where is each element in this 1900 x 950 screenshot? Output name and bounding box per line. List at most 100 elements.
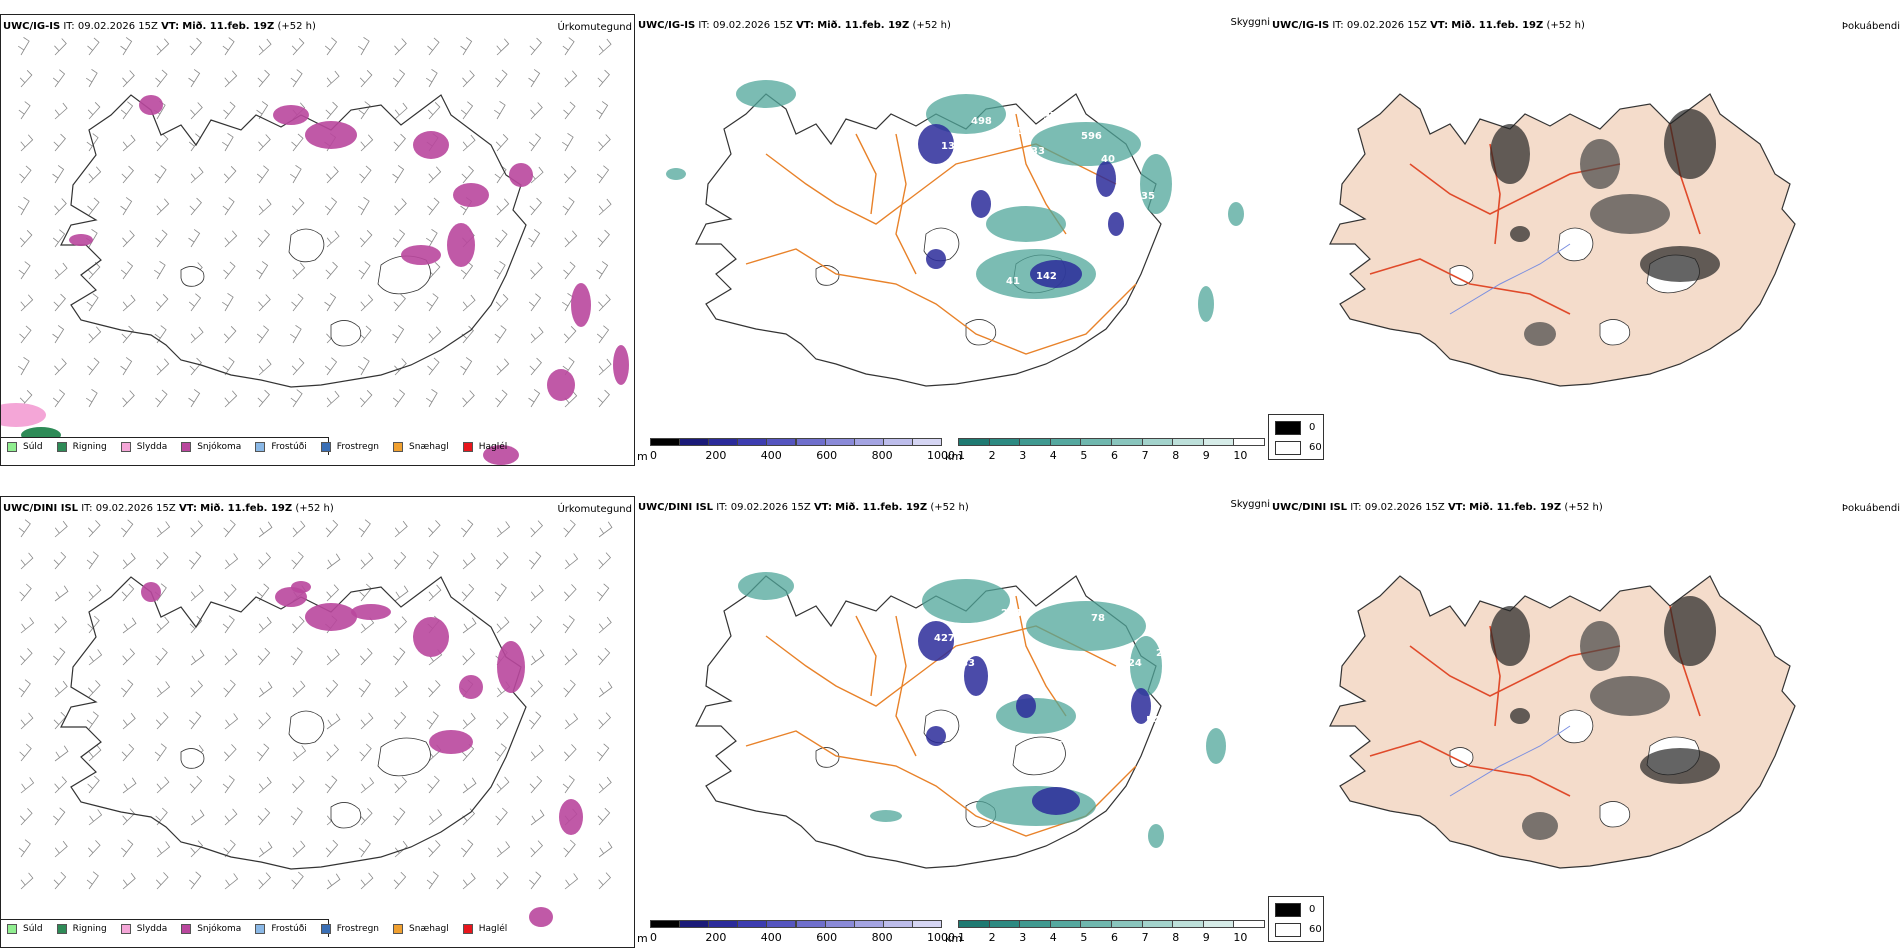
ceiling-label: 14 <box>976 251 990 262</box>
colorbar-tick: 7 <box>1141 931 1149 944</box>
glacier-outline <box>1557 227 1594 262</box>
wind-barb <box>257 807 271 826</box>
wind-barb <box>223 744 237 762</box>
wind-barb <box>529 197 542 216</box>
wind-barb <box>325 679 339 698</box>
wind-barb <box>19 648 33 666</box>
wind-barb <box>53 647 66 666</box>
ceiling-label: 92 <box>1101 274 1115 285</box>
wind-barb <box>87 615 100 634</box>
panel-header: UWC/IG-IS IT: 09.02.2026 15Z VT: Mið. 11… <box>638 20 951 31</box>
wind-barb <box>596 261 609 280</box>
glacier-outline <box>965 319 997 346</box>
wind-barb <box>326 584 340 602</box>
legend-label: Frostúði <box>271 441 307 452</box>
wind-barb <box>428 809 443 826</box>
wind-barb <box>563 584 577 602</box>
visibility-area <box>736 80 796 108</box>
visibility-area <box>926 94 1006 134</box>
wind-barb <box>530 744 544 762</box>
wind-barb <box>156 681 171 698</box>
wind-barb <box>20 134 34 152</box>
colorbar-segment <box>1233 438 1265 446</box>
wind-barb <box>54 776 68 794</box>
wind-barb <box>258 616 272 634</box>
ceiling-label: 220 <box>998 660 1019 671</box>
wind-barb <box>122 777 137 794</box>
ceiling-label: 675 <box>1013 680 1034 691</box>
fog-area <box>1580 139 1620 189</box>
road-line <box>855 615 877 697</box>
ceiling-area <box>1030 260 1082 288</box>
colorbar-unit: m <box>637 450 648 463</box>
wind-barb <box>394 520 408 538</box>
wind-barb <box>19 230 33 248</box>
wind-barb <box>258 552 272 570</box>
wind-barb <box>530 326 544 344</box>
wind-barb <box>19 390 33 408</box>
coastline <box>695 575 1162 869</box>
snow-area <box>291 581 311 593</box>
legend-swatch <box>393 441 404 452</box>
colorbar-segment <box>1019 920 1051 928</box>
wind-barb <box>495 872 509 890</box>
legend-swatch <box>7 923 17 934</box>
wind-barb <box>393 711 407 730</box>
colorbar-segment <box>1080 920 1112 928</box>
wind-barb <box>120 37 133 56</box>
wind-barb <box>358 357 370 376</box>
colorbar-segment <box>1111 438 1143 446</box>
colorbar-tick: 4 <box>1049 931 1057 944</box>
fog-legend-label: 60 <box>1309 924 1322 935</box>
wind-barb <box>18 839 31 858</box>
ceiling-label: 14 <box>976 738 990 749</box>
ceiling-label: 32 <box>1031 746 1045 757</box>
wind-barb <box>562 357 575 376</box>
wind-barb <box>122 230 135 248</box>
wind-barb <box>598 712 612 730</box>
wind-barb <box>324 197 338 216</box>
fog-area <box>1590 676 1670 716</box>
legend-item: Haglél <box>462 923 507 934</box>
wind-barb <box>256 165 270 184</box>
wind-barb <box>292 520 306 538</box>
wind-barb <box>495 134 509 152</box>
snow-area <box>141 582 161 602</box>
fog-area <box>1490 606 1530 666</box>
colorbar-segment <box>679 438 710 446</box>
legend-label: Súld <box>23 441 43 452</box>
wind-barb <box>155 807 168 826</box>
legend-swatch <box>462 441 473 452</box>
wind-barb <box>257 389 270 408</box>
wind-barb <box>18 679 31 698</box>
ceiling-label: 77 <box>1066 688 1080 699</box>
wind-barb <box>325 519 339 538</box>
wind-barb <box>392 165 405 184</box>
colorbar-tick: 0 <box>650 449 657 462</box>
legend-label: Súld <box>23 923 43 934</box>
wind-barb <box>223 679 236 698</box>
legend-swatch <box>120 441 131 452</box>
visibility-area <box>986 206 1066 242</box>
legend-swatch <box>255 441 266 452</box>
wind-barb <box>189 871 202 890</box>
wind-barb <box>326 713 341 730</box>
legend-item: Snjókoma <box>181 441 241 452</box>
wind-barb <box>360 712 374 730</box>
fog-area <box>1640 748 1720 784</box>
ceiling-label: 240 <box>958 141 979 152</box>
wind-barb <box>86 871 99 890</box>
wind-barb <box>20 617 35 634</box>
snow-area <box>453 183 489 207</box>
fog-indicator-map <box>1329 93 1796 387</box>
colorbar-tick: 600 <box>816 449 838 462</box>
panel-header: UWC/IG-IS IT: 09.02.2026 15Z VT: Mið. 11… <box>3 21 316 32</box>
wind-barb <box>189 711 202 730</box>
wind-barb <box>392 229 406 248</box>
wind-barb <box>258 358 272 376</box>
snow-area <box>559 799 583 835</box>
wind-barb <box>86 389 98 408</box>
wind-barb <box>189 615 203 634</box>
wind-barb <box>292 680 306 698</box>
wind-barb <box>190 326 204 344</box>
